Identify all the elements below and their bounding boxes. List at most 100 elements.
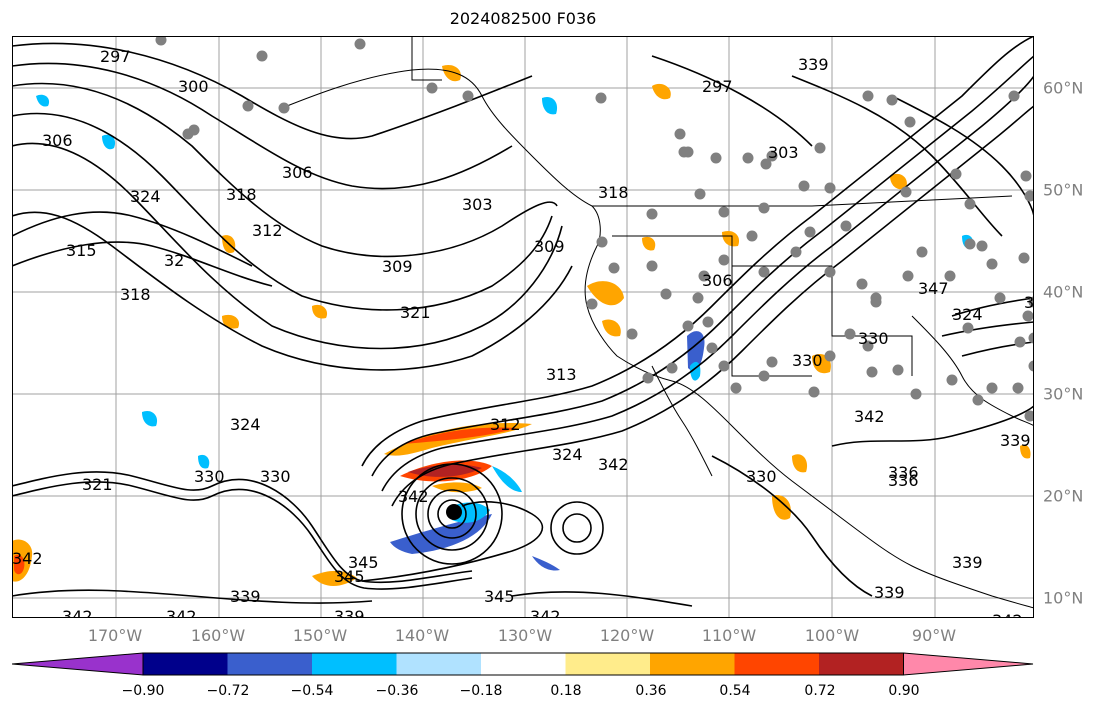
- lon-label: 170°W: [87, 626, 143, 645]
- lon-label: 140°W: [394, 626, 450, 645]
- station-dot: [682, 320, 694, 332]
- station-dot: [706, 342, 718, 354]
- contour-label: 297: [702, 77, 733, 96]
- station-dot: [256, 50, 268, 62]
- station-dot: [910, 388, 922, 400]
- colorbar-tick-label: −0.18: [459, 683, 503, 699]
- colorbar: [12, 652, 1034, 676]
- colorbar-tick-label: −0.36: [375, 683, 419, 699]
- station-dot: [1024, 190, 1034, 202]
- station-dot: [692, 292, 704, 304]
- contour-label: 309: [534, 237, 565, 256]
- contour-label: 330: [260, 467, 291, 486]
- station-dot: [694, 188, 706, 200]
- contour-label: 306: [42, 131, 73, 150]
- lat-label: 60°N: [1043, 78, 1084, 98]
- station-markers: [155, 36, 1034, 422]
- map-panel: 297 300 306 324 315 318 32 318 306 312 303 309 321 30…: [12, 36, 1034, 618]
- station-dot: [862, 340, 874, 352]
- contour-label: 342: [166, 607, 197, 618]
- station-dot: [1028, 296, 1034, 308]
- contour-label: 324: [230, 415, 261, 434]
- station-dot: [964, 198, 976, 210]
- station-dot: [1014, 336, 1026, 348]
- contour-label: 306: [282, 163, 313, 182]
- contour-label: 342: [530, 607, 561, 618]
- station-dot: [278, 102, 290, 114]
- station-dot: [718, 360, 730, 372]
- contour-label: 339: [874, 583, 905, 602]
- contour-label: 32: [164, 251, 184, 270]
- contour-label: 324: [952, 305, 983, 324]
- station-dot: [642, 372, 654, 384]
- station-dot: [760, 158, 772, 170]
- lon-label: 130°W: [497, 626, 553, 645]
- contour-label: 339: [334, 607, 365, 618]
- station-dot: [804, 226, 816, 238]
- station-dot: [986, 382, 998, 394]
- contour-label: 339: [952, 553, 983, 572]
- contour-lines: [12, 36, 1034, 607]
- contour-label: 345: [348, 553, 379, 572]
- station-dot: [586, 298, 598, 310]
- station-dot: [674, 128, 686, 140]
- station-dot: [824, 266, 836, 278]
- contour-label: 315: [66, 241, 97, 260]
- station-dot: [1022, 310, 1034, 322]
- colorbar-tick-label: 0.72: [804, 683, 836, 699]
- contour-label: 318: [120, 285, 151, 304]
- colorbar-cell: [565, 653, 651, 675]
- station-dot: [950, 168, 962, 180]
- contour-label: 300: [178, 77, 209, 96]
- contour-label: 297: [100, 47, 131, 66]
- station-dot: [595, 92, 607, 104]
- station-dot: [946, 374, 958, 386]
- colorbar-tick-label: −0.90: [121, 683, 165, 699]
- station-dot: [900, 186, 912, 198]
- colorbar-border: [142, 652, 904, 676]
- contour-label: 324: [130, 187, 161, 206]
- lat-label: 50°N: [1043, 180, 1084, 200]
- station-dot: [608, 262, 620, 274]
- station-dot: [1018, 252, 1030, 264]
- contour-label: 330: [858, 329, 889, 348]
- station-dot: [646, 208, 658, 220]
- colorbar-cell: [143, 653, 228, 675]
- contour-label: 330: [1024, 293, 1034, 312]
- colorbar-cell: [396, 653, 482, 675]
- station-dot: [354, 38, 366, 50]
- station-dot: [866, 366, 878, 378]
- contour-label: 312: [490, 415, 521, 434]
- contour-label: 321: [82, 475, 113, 494]
- contour-label: 339: [798, 55, 829, 74]
- low-center-marker: [446, 504, 462, 520]
- colorbar-cell: [227, 653, 313, 675]
- lat-label: 10°N: [1043, 588, 1084, 608]
- station-dot: [798, 180, 810, 192]
- contour-label: 336: [888, 463, 919, 482]
- lon-label: 100°W: [804, 626, 860, 645]
- station-dot: [1020, 170, 1032, 182]
- contour-label: 324: [552, 445, 583, 464]
- station-dot: [1008, 90, 1020, 102]
- lon-label: 160°W: [190, 626, 246, 645]
- station-dot: [242, 100, 254, 112]
- station-dot: [746, 230, 758, 242]
- map-border: [12, 36, 1034, 618]
- contour-label: 306: [702, 271, 733, 290]
- station-dot: [698, 270, 710, 282]
- colorbar-extend-min: [12, 652, 144, 676]
- station-dot: [666, 362, 678, 374]
- contour-label: 342: [398, 487, 429, 506]
- station-dot: [892, 364, 904, 376]
- contour-label: 330: [792, 351, 823, 370]
- colorbar-tick-label: −0.72: [206, 683, 250, 699]
- station-dot: [814, 142, 826, 154]
- contour-label: 339: [1000, 431, 1031, 450]
- station-dot: [886, 94, 898, 106]
- station-dot: [702, 316, 714, 328]
- lon-label: 120°W: [599, 626, 655, 645]
- station-dot: [188, 124, 200, 136]
- lat-label: 30°N: [1043, 384, 1084, 404]
- station-dot: [962, 322, 974, 334]
